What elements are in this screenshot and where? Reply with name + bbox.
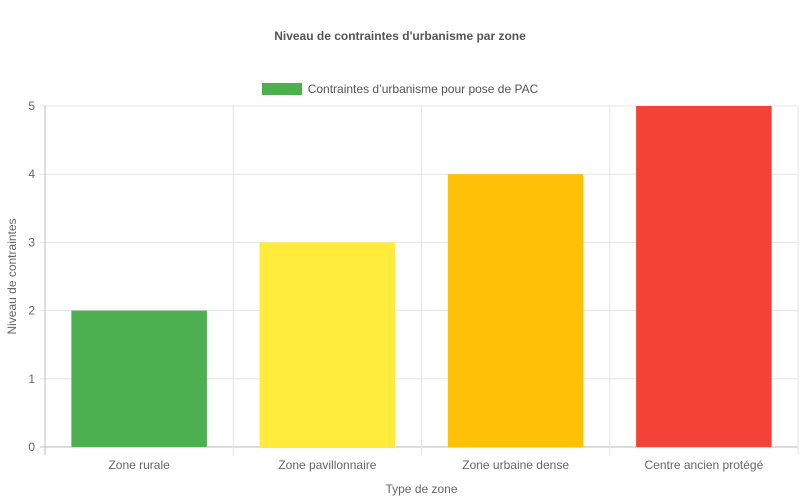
x-tick-label: Zone urbaine dense [462, 458, 569, 472]
legend[interactable]: Contraintes d’urbanisme pour pose de PAC [0, 82, 800, 96]
legend-swatch [261, 83, 302, 95]
bar [636, 106, 772, 447]
legend-label: Contraintes d’urbanisme pour pose de PAC [307, 82, 539, 96]
x-axis-title: Type de zone [385, 482, 457, 496]
y-tick-label: 5 [28, 99, 35, 113]
y-tick-label: 4 [28, 167, 35, 181]
y-tick-label: 1 [28, 372, 35, 386]
x-tick-label: Zone rurale [108, 458, 170, 472]
bar [71, 310, 207, 447]
x-tick-label: Centre ancien protégé [645, 458, 764, 472]
y-tick-label: 3 [28, 235, 35, 249]
x-tick-label: Zone pavillonnaire [278, 458, 376, 472]
bar [259, 242, 396, 447]
bar [447, 174, 584, 447]
y-axis-title: Niveau de contraintes [5, 218, 19, 334]
y-tick-label: 2 [28, 304, 35, 318]
y-tick-label: 0 [28, 440, 35, 454]
chart-title: Niveau de contraintes d'urbanisme par zo… [274, 29, 526, 43]
